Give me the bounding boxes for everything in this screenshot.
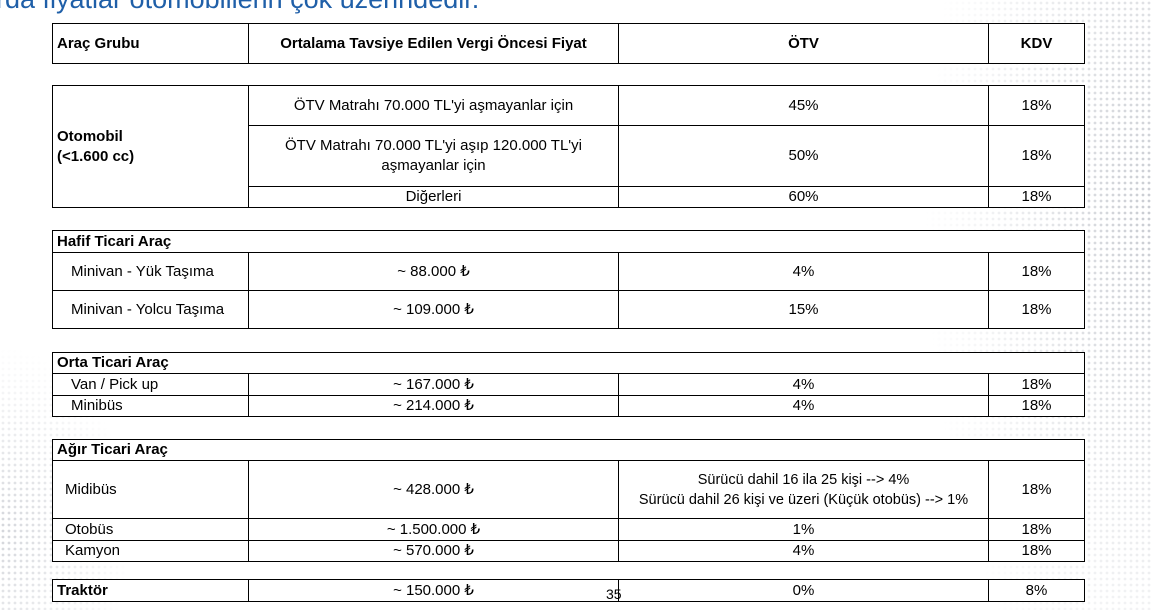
header-price: Ortalama Tavsiye Edilen Vergi Öncesi Fiy… — [248, 23, 619, 64]
orta-row1-kdv: 18% — [987, 373, 1086, 396]
orta-ticari-title: Orta Ticari Araç — [51, 352, 1086, 374]
header-arac-grubu: Araç Grubu — [52, 23, 249, 64]
hafif-ticari-table: Hafif Ticari Araç Minivan - Yük Taşıma ~… — [51, 230, 1086, 329]
otomobil-row2-kdv: 18% — [988, 125, 1085, 187]
otobus-kdv: 18% — [987, 518, 1086, 541]
otomobil-label: Otomobil (<1.600 cc) — [52, 85, 249, 208]
otobus-price: ~ 1.500.000 ₺ — [248, 518, 619, 541]
kamyon-otv: 4% — [618, 540, 989, 562]
orta-row1-otv: 4% — [618, 373, 989, 396]
traktor-kdv: 8% — [988, 579, 1085, 602]
kamyon-price: ~ 570.000 ₺ — [248, 540, 619, 562]
hafif-row1-price: ~ 88.000 ₺ — [248, 252, 619, 291]
orta-row2-name: Minibüs — [52, 395, 249, 417]
otomobil-row1-desc: ÖTV Matrahı 70.000 TL'yi aşmayanlar için — [248, 85, 619, 126]
traktor-price: ~ 150.000 ₺ — [248, 579, 619, 602]
header-otv: ÖTV — [618, 23, 989, 64]
traktor-otv: 0% — [618, 579, 989, 602]
hafif-row2-price: ~ 109.000 ₺ — [248, 290, 619, 329]
orta-row2-price: ~ 214.000 ₺ — [248, 395, 619, 417]
orta-row2-otv: 4% — [618, 395, 989, 417]
agir-ticari-title: Ağır Ticari Araç — [51, 439, 1086, 461]
slide-heading: rda fiyatlar otomobillerin çok üzerinded… — [0, 0, 479, 15]
otomobil-row2-otv: 50% — [618, 125, 989, 187]
hafif-row1-otv: 4% — [618, 252, 989, 291]
agir-ticari-table: Ağır Ticari Araç Midibüs ~ 428.000 ₺ Sür… — [51, 439, 1086, 562]
otomobil-row3-kdv: 18% — [988, 186, 1085, 208]
otomobil-row2-desc: ÖTV Matrahı 70.000 TL'yi aşıp 120.000 TL… — [248, 125, 619, 187]
kamyon-kdv: 18% — [987, 540, 1086, 562]
orta-ticari-table: Orta Ticari Araç Van / Pick up ~ 167.000… — [51, 352, 1086, 417]
otomobil-row1-otv: 45% — [618, 85, 989, 126]
otobus-otv: 1% — [618, 518, 989, 541]
midibus-name: Midibüs — [52, 460, 249, 519]
kamyon-name: Kamyon — [52, 540, 249, 562]
hafif-row2-name: Minivan - Yolcu Taşıma — [52, 290, 249, 329]
header-kdv: KDV — [988, 23, 1085, 64]
page-number: 35 — [606, 586, 622, 602]
otomobil-row3-desc: Diğerleri — [248, 186, 619, 208]
header-table: Araç Grubu Ortalama Tavsiye Edilen Vergi… — [52, 23, 1085, 64]
otomobil-row3-otv: 60% — [618, 186, 989, 208]
midibus-price: ~ 428.000 ₺ — [248, 460, 619, 519]
otomobil-label-line2: (<1.600 cc) — [57, 147, 135, 165]
hafif-row2-kdv: 18% — [987, 290, 1086, 329]
midibus-otv-line2: Sürücü dahil 26 kişi ve üzeri (Küçük oto… — [638, 491, 969, 508]
orta-row1-price: ~ 167.000 ₺ — [248, 373, 619, 396]
midibus-otv-line1: Sürücü dahil 16 ila 25 kişi --> 4% — [697, 471, 910, 488]
traktor-table: Traktör ~ 150.000 ₺ 0% 8% — [52, 579, 1085, 602]
hafif-ticari-title: Hafif Ticari Araç — [51, 230, 1086, 253]
hafif-row2-otv: 15% — [618, 290, 989, 329]
midibus-kdv: 18% — [987, 460, 1086, 519]
otomobil-row1-kdv: 18% — [988, 85, 1085, 126]
hafif-row1-name: Minivan - Yük Taşıma — [52, 252, 249, 291]
otomobil-row2-desc-line2: aşmayanlar için — [381, 157, 486, 174]
otomobil-label-line1: Otomobil — [57, 127, 123, 145]
otobus-name: Otobüs — [52, 518, 249, 541]
hafif-row1-kdv: 18% — [987, 252, 1086, 291]
midibus-otv: Sürücü dahil 16 ila 25 kişi --> 4% Sürüc… — [618, 460, 989, 519]
otomobil-row2-desc-line1: ÖTV Matrahı 70.000 TL'yi aşıp 120.000 TL… — [284, 137, 582, 154]
orta-row2-kdv: 18% — [987, 395, 1086, 417]
traktor-name: Traktör — [52, 579, 249, 602]
otomobil-table: Otomobil (<1.600 cc) ÖTV Matrahı 70.000 … — [52, 85, 1085, 208]
orta-row1-name: Van / Pick up — [52, 373, 249, 396]
